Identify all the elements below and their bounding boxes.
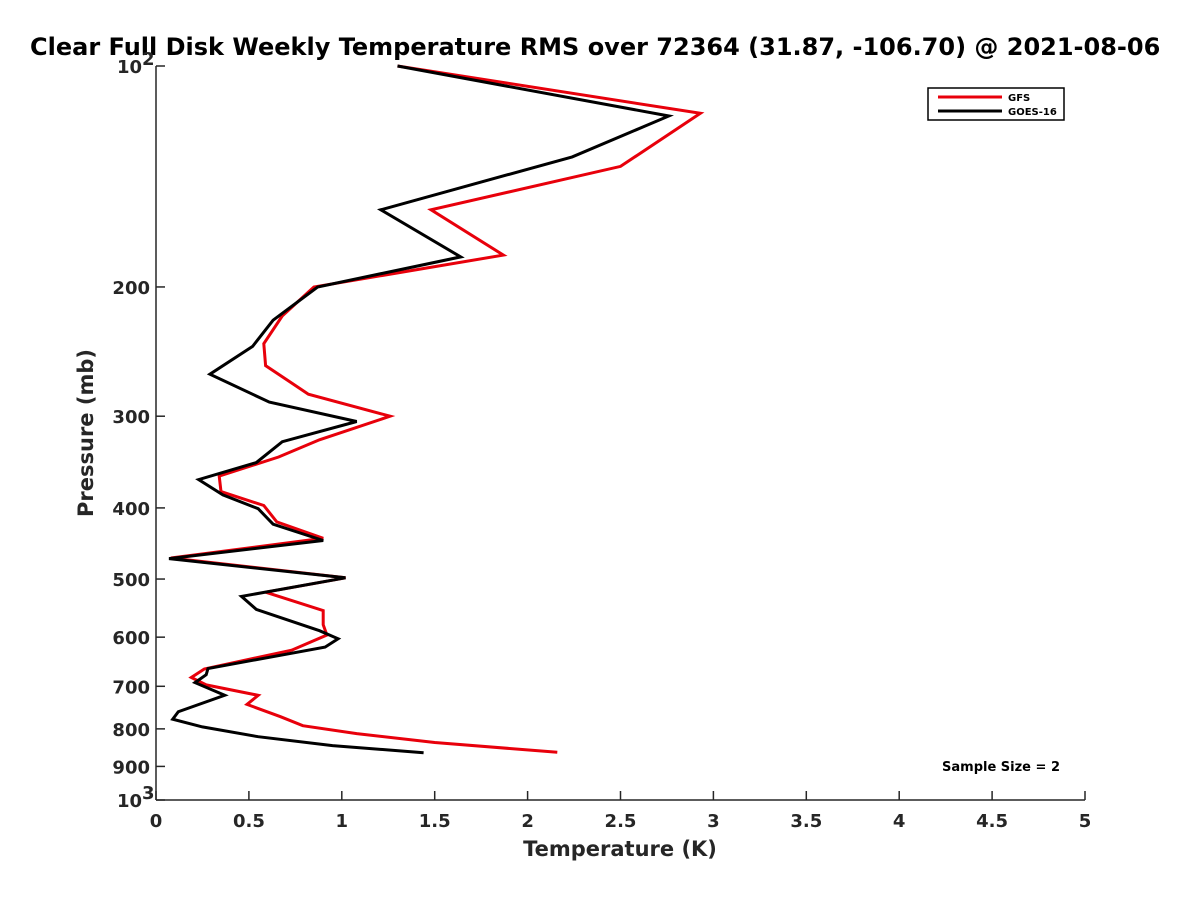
y-tick-label: 400 xyxy=(112,499,150,520)
y-tick-label-base: 400 xyxy=(112,499,150,520)
y-tick-label-base: 10 xyxy=(117,791,142,812)
legend-label: GOES-16 xyxy=(1008,107,1057,118)
legend-label: GFS xyxy=(1008,93,1030,104)
y-tick-label-base: 700 xyxy=(112,677,150,698)
y-tick-label: 300 xyxy=(112,407,150,428)
y-tick-label-exponent: 2 xyxy=(142,49,155,70)
x-tick-label: 3 xyxy=(707,811,720,832)
x-tick-label: 0.5 xyxy=(233,811,265,832)
y-tick-label-base: 600 xyxy=(112,628,150,649)
y-tick-label-base: 900 xyxy=(112,757,150,778)
y-tick-label: 900 xyxy=(112,757,150,778)
y-tick-label: 700 xyxy=(112,677,150,698)
x-tick-label: 1.5 xyxy=(419,811,451,832)
y-tick-label-base: 500 xyxy=(112,570,150,591)
x-tick-label: 2 xyxy=(521,811,534,832)
x-tick-label: 4.5 xyxy=(976,811,1008,832)
legend: GFS GOES-16 xyxy=(927,87,1065,121)
x-axis-label: Temperature (K) xyxy=(523,837,717,861)
y-tick-label-base: 10 xyxy=(117,57,142,78)
axes: 0 0.5 1 1.5 2 2.5 3 3.5 4 4.5 510 22003004005006007… xyxy=(112,49,1091,832)
y-tick-label: 200 xyxy=(112,278,150,299)
y-tick-label-base: 200 xyxy=(112,278,150,299)
y-axis-label: Pressure (mb) xyxy=(74,349,98,517)
y-tick-label: 10 xyxy=(117,791,142,812)
y-tick-label: 800 xyxy=(112,720,150,741)
y-tick-label-base: 300 xyxy=(112,407,150,428)
y-tick-label: 10 xyxy=(117,57,142,78)
x-tick-label: 0 xyxy=(150,811,163,832)
y-tick-label: 600 xyxy=(112,628,150,649)
chart-title: Clear Full Disk Weekly Temperature RMS o… xyxy=(30,33,1160,61)
x-tick-label: 4 xyxy=(893,811,906,832)
sample-size-annotation: Sample Size = 2 xyxy=(942,760,1060,775)
x-tick-label: 3.5 xyxy=(790,811,822,832)
y-tick-label: 500 xyxy=(112,570,150,591)
y-tick-label-exponent: 3 xyxy=(142,783,155,804)
y-tick-label-base: 800 xyxy=(112,720,150,741)
series-line-goes-16 xyxy=(168,64,674,755)
x-tick-label: 1 xyxy=(336,811,349,832)
series-layer xyxy=(168,64,705,755)
x-tick-label: 5 xyxy=(1079,811,1092,832)
x-tick-label: 2.5 xyxy=(605,811,637,832)
legend-box xyxy=(927,87,1065,121)
